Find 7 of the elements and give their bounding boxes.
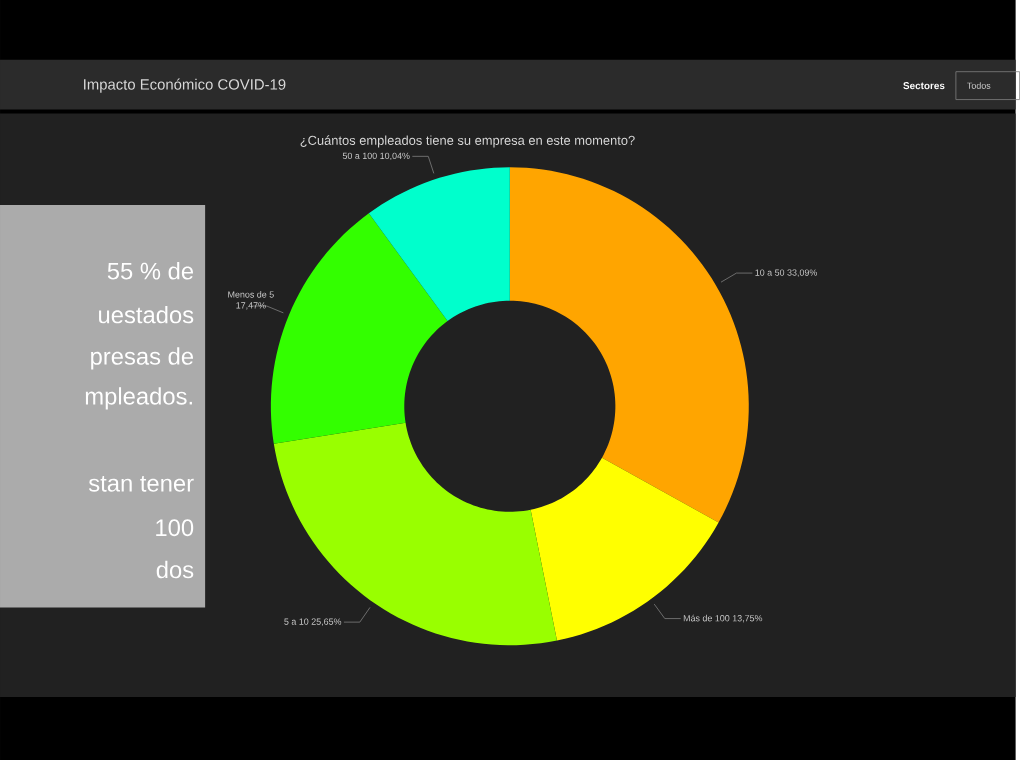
text: uestados [99, 305, 194, 324]
text: 100 [156, 518, 194, 536]
text: presas de [91, 347, 194, 370]
text: 55 % de [107, 261, 194, 280]
text: dos [156, 560, 194, 578]
text: stan tener [88, 475, 194, 492]
text: mpleados. [85, 386, 192, 410]
